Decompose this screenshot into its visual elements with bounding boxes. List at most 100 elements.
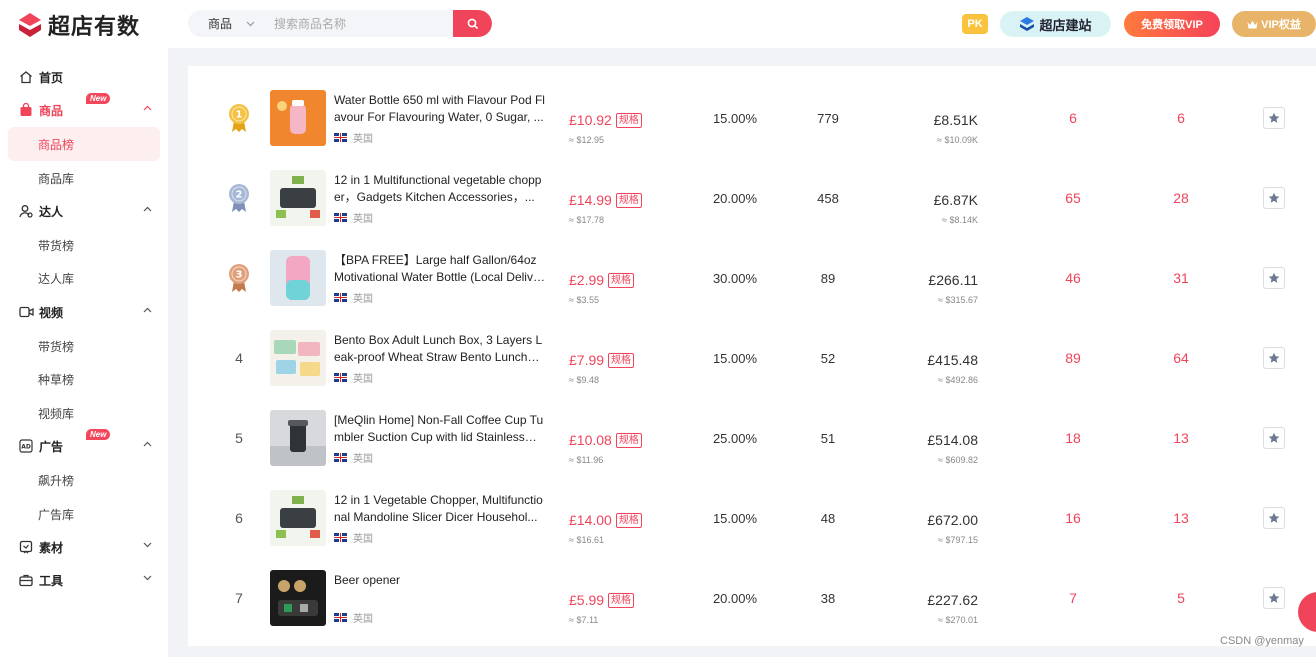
related-talent-count[interactable]: 16 <box>1065 510 1081 526</box>
favorite-button[interactable] <box>1263 587 1285 609</box>
sidebar-group-label: 商品 <box>39 103 64 118</box>
sidebar-item-video-seed-rank[interactable]: 种草榜 <box>38 372 75 387</box>
table-row[interactable]: 4 Bento Box Adult Lunch Box, 3 Layers Le… <box>188 318 1316 398</box>
spec-button[interactable]: 规格 <box>615 512 642 528</box>
star-icon <box>1268 352 1280 363</box>
sidebar-item-ads-rising-rank[interactable]: 飙升榜 <box>38 473 75 488</box>
commission-rate: 15.00% <box>712 110 758 126</box>
new-badge: New <box>86 429 111 440</box>
sidebar-group-label: 工具 <box>39 573 64 588</box>
related-video-count[interactable]: 5 <box>1177 590 1185 606</box>
rank-cell: 6 <box>222 478 256 558</box>
sidebar-group-goods[interactable]: 商品 New <box>0 93 168 127</box>
spec-button[interactable]: 规格 <box>608 272 635 288</box>
vip-rights-button[interactable]: VIP权益 <box>1232 11 1316 37</box>
product-name[interactable]: [MeQlin Home] Non-Fall Coffee Cup Tumble… <box>334 413 544 444</box>
spec-button[interactable]: 规格 <box>608 352 635 368</box>
home-icon <box>18 69 34 85</box>
product-thumbnail[interactable] <box>270 490 326 546</box>
commission-rate: 15.00% <box>712 510 758 526</box>
price-value: £2.99 <box>569 272 605 288</box>
favorite-button[interactable] <box>1263 107 1285 129</box>
spec-button[interactable]: 规格 <box>608 592 635 608</box>
product-name[interactable]: Beer opener <box>334 573 401 587</box>
free-vip-button[interactable]: 免费领取VIP <box>1124 11 1220 37</box>
related-video-count[interactable]: 13 <box>1173 430 1189 446</box>
sidebar-item-goods-library[interactable]: 商品库 <box>38 171 75 186</box>
sidebar-item-video-sales-rank[interactable]: 带货榜 <box>38 339 75 354</box>
favorite-button[interactable] <box>1263 267 1285 289</box>
product-thumbnail[interactable] <box>270 250 326 306</box>
related-video-count[interactable]: 28 <box>1173 190 1189 206</box>
sidebar-item-talent-sales-rank[interactable]: 带货榜 <box>38 238 75 253</box>
sidebar-item-home[interactable]: 首页 <box>0 60 168 94</box>
favorite-button[interactable] <box>1263 427 1285 449</box>
gmv-usd: ≈ $8.14K <box>942 215 978 225</box>
product-name[interactable]: 12 in 1 Multifunctional vegetable choppe… <box>334 173 542 204</box>
favorite-button[interactable] <box>1263 187 1285 209</box>
floating-action-button[interactable] <box>1298 592 1316 632</box>
spec-button[interactable]: 规格 <box>615 112 642 128</box>
related-video-count[interactable]: 31 <box>1173 270 1189 286</box>
app-logo[interactable]: 超店有数 <box>16 9 140 41</box>
star-icon <box>1268 192 1280 203</box>
sidebar-item-ads-library[interactable]: 广告库 <box>38 507 75 522</box>
pk-button[interactable]: PK <box>962 14 988 34</box>
chevron-up-icon <box>143 105 152 111</box>
related-talent-count[interactable]: 7 <box>1069 590 1077 606</box>
chevron-up-icon <box>143 206 152 212</box>
gmv-value: £8.51K <box>933 112 978 128</box>
search-category-label: 商品 <box>208 17 233 31</box>
product-name[interactable]: 【BPA FREE】Large half Gallon/64oz Motivat… <box>334 253 540 284</box>
search-button[interactable] <box>453 10 492 37</box>
table-row[interactable]: 5 [MeQlin Home] Non-Fall Coffee Cup Tumb… <box>188 398 1316 478</box>
rank-cell: 2 <box>222 158 256 238</box>
product-name[interactable]: Bento Box Adult Lunch Box, 3 Layers Leak… <box>334 333 543 364</box>
product-thumbnail[interactable] <box>270 570 326 626</box>
product-price: £5.99 规格 <box>569 592 635 608</box>
table-row[interactable]: 1 Water Bottle 650 ml with Flavour Pod F… <box>188 78 1316 158</box>
sidebar-group-video[interactable]: 视频 <box>0 295 168 329</box>
related-video-count[interactable]: 64 <box>1173 350 1189 366</box>
sidebar-item-video-library[interactable]: 视频库 <box>38 406 75 421</box>
table-row[interactable]: 2 12 in 1 Multifunctional vegetable chop… <box>188 158 1316 238</box>
product-thumbnail[interactable] <box>270 330 326 386</box>
product-thumbnail[interactable] <box>270 170 326 226</box>
product-name[interactable]: 12 in 1 Vegetable Chopper, Multifunction… <box>334 493 543 524</box>
product-thumbnail[interactable] <box>270 410 326 466</box>
star-icon <box>1268 112 1280 123</box>
build-site-button[interactable]: 超店建站 <box>1000 11 1111 37</box>
sidebar-group-ads[interactable]: AD 广告 New <box>0 429 168 463</box>
product-country: 英国 <box>334 530 373 545</box>
chevron-down-icon <box>143 542 152 548</box>
product-price: £14.99 规格 <box>569 192 642 208</box>
price-value: £7.99 <box>569 352 605 368</box>
related-talent-count[interactable]: 89 <box>1065 350 1081 366</box>
related-talent-count[interactable]: 46 <box>1065 270 1081 286</box>
sidebar-item-goods-rank[interactable]: 商品榜 <box>8 127 160 161</box>
related-video-count[interactable]: 13 <box>1173 510 1189 526</box>
search-input[interactable] <box>274 10 453 37</box>
vip-rights-label: VIP权益 <box>1261 19 1301 31</box>
chevron-down-icon <box>143 575 152 581</box>
sidebar-group-material[interactable]: 素材 <box>0 530 168 564</box>
rank-cell: 5 <box>222 398 256 478</box>
table-row[interactable]: 7 Beer opener 英国 £5.99 规格 ≈ $7.11 20.00%… <box>188 558 1316 638</box>
spec-button[interactable]: 规格 <box>615 432 642 448</box>
sidebar-group-talent[interactable]: 达人 <box>0 194 168 228</box>
favorite-button[interactable] <box>1263 347 1285 369</box>
search-category-select[interactable]: 商品 <box>188 15 274 32</box>
product-name[interactable]: Water Bottle 650 ml with Flavour Pod Fla… <box>334 93 545 124</box>
sidebar-group-tools[interactable]: 工具 <box>0 563 168 597</box>
table-row[interactable]: 3 【BPA FREE】Large half Gallon/64oz Motiv… <box>188 238 1316 318</box>
related-video-count[interactable]: 6 <box>1177 110 1185 126</box>
related-talent-count[interactable]: 6 <box>1069 110 1077 126</box>
spec-button[interactable]: 规格 <box>615 192 642 208</box>
commission-rate: 15.00% <box>712 350 758 366</box>
table-row[interactable]: 6 12 in 1 Vegetable Chopper, Multifuncti… <box>188 478 1316 558</box>
product-thumbnail[interactable] <box>270 90 326 146</box>
sidebar-item-talent-library[interactable]: 达人库 <box>38 271 75 286</box>
related-talent-count[interactable]: 18 <box>1065 430 1081 446</box>
related-talent-count[interactable]: 65 <box>1065 190 1081 206</box>
favorite-button[interactable] <box>1263 507 1285 529</box>
